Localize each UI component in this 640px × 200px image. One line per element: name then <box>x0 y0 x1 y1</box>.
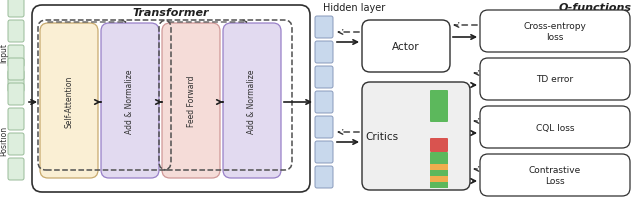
Text: CQL loss: CQL loss <box>536 123 574 132</box>
FancyBboxPatch shape <box>480 59 630 100</box>
Text: Position: Position <box>0 125 8 155</box>
FancyBboxPatch shape <box>101 24 159 178</box>
FancyBboxPatch shape <box>315 92 333 113</box>
FancyBboxPatch shape <box>430 170 448 176</box>
Text: TD error: TD error <box>536 75 573 84</box>
FancyBboxPatch shape <box>315 141 333 163</box>
FancyBboxPatch shape <box>8 21 24 43</box>
FancyBboxPatch shape <box>362 21 450 73</box>
FancyBboxPatch shape <box>8 0 24 18</box>
FancyBboxPatch shape <box>480 11 630 53</box>
FancyBboxPatch shape <box>430 91 448 122</box>
FancyBboxPatch shape <box>430 152 448 166</box>
FancyBboxPatch shape <box>223 24 281 178</box>
Text: Feed Forward: Feed Forward <box>186 75 195 127</box>
Text: Transformer: Transformer <box>132 8 209 18</box>
FancyBboxPatch shape <box>8 71 24 93</box>
Text: Add & Normalize: Add & Normalize <box>248 69 257 133</box>
FancyBboxPatch shape <box>8 84 24 105</box>
FancyBboxPatch shape <box>315 42 333 64</box>
FancyBboxPatch shape <box>362 83 470 190</box>
Text: Contrastive
Loss: Contrastive Loss <box>529 165 581 185</box>
FancyBboxPatch shape <box>32 6 310 192</box>
Text: Self-Attention: Self-Attention <box>65 75 74 127</box>
FancyBboxPatch shape <box>480 154 630 196</box>
FancyBboxPatch shape <box>315 17 333 39</box>
FancyBboxPatch shape <box>8 46 24 68</box>
FancyBboxPatch shape <box>8 108 24 130</box>
FancyBboxPatch shape <box>430 164 448 170</box>
FancyBboxPatch shape <box>315 116 333 138</box>
FancyBboxPatch shape <box>8 59 24 81</box>
FancyBboxPatch shape <box>315 67 333 89</box>
Text: Critics: Critics <box>365 131 399 141</box>
FancyBboxPatch shape <box>480 106 630 148</box>
FancyBboxPatch shape <box>8 158 24 180</box>
FancyBboxPatch shape <box>8 133 24 155</box>
Text: Add & Normalize: Add & Normalize <box>125 69 134 133</box>
FancyBboxPatch shape <box>40 24 98 178</box>
FancyBboxPatch shape <box>430 138 448 152</box>
FancyBboxPatch shape <box>430 176 448 182</box>
Text: Input: Input <box>0 43 8 63</box>
Text: Hidden layer: Hidden layer <box>323 3 385 13</box>
Text: Q-functions: Q-functions <box>559 3 632 13</box>
FancyBboxPatch shape <box>315 166 333 188</box>
FancyBboxPatch shape <box>162 24 220 178</box>
Text: Cross-entropy
loss: Cross-entropy loss <box>524 22 586 42</box>
FancyBboxPatch shape <box>430 182 448 188</box>
Text: Actor: Actor <box>392 42 420 52</box>
